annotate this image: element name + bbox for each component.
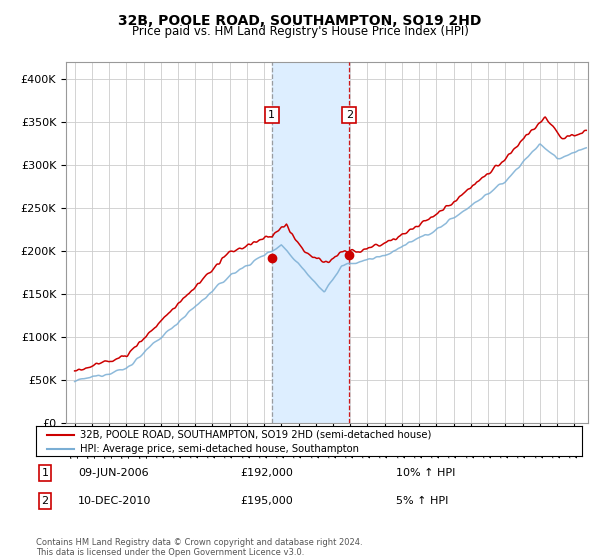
Text: 09-JUN-2006: 09-JUN-2006 (78, 468, 149, 478)
Text: 1: 1 (41, 468, 49, 478)
Text: £192,000: £192,000 (240, 468, 293, 478)
Text: £195,000: £195,000 (240, 496, 293, 506)
Text: 2: 2 (346, 110, 353, 120)
Text: HPI: Average price, semi-detached house, Southampton: HPI: Average price, semi-detached house,… (80, 444, 359, 454)
Text: 10-DEC-2010: 10-DEC-2010 (78, 496, 151, 506)
Text: 5% ↑ HPI: 5% ↑ HPI (396, 496, 448, 506)
Text: 10% ↑ HPI: 10% ↑ HPI (396, 468, 455, 478)
Text: 32B, POOLE ROAD, SOUTHAMPTON, SO19 2HD: 32B, POOLE ROAD, SOUTHAMPTON, SO19 2HD (118, 14, 482, 28)
Text: 32B, POOLE ROAD, SOUTHAMPTON, SO19 2HD (semi-detached house): 32B, POOLE ROAD, SOUTHAMPTON, SO19 2HD (… (80, 430, 431, 440)
Text: Contains HM Land Registry data © Crown copyright and database right 2024.
This d: Contains HM Land Registry data © Crown c… (36, 538, 362, 557)
Text: 2: 2 (41, 496, 49, 506)
Text: 1: 1 (268, 110, 275, 120)
Bar (272, 62, 349, 423)
Text: Price paid vs. HM Land Registry's House Price Index (HPI): Price paid vs. HM Land Registry's House … (131, 25, 469, 38)
